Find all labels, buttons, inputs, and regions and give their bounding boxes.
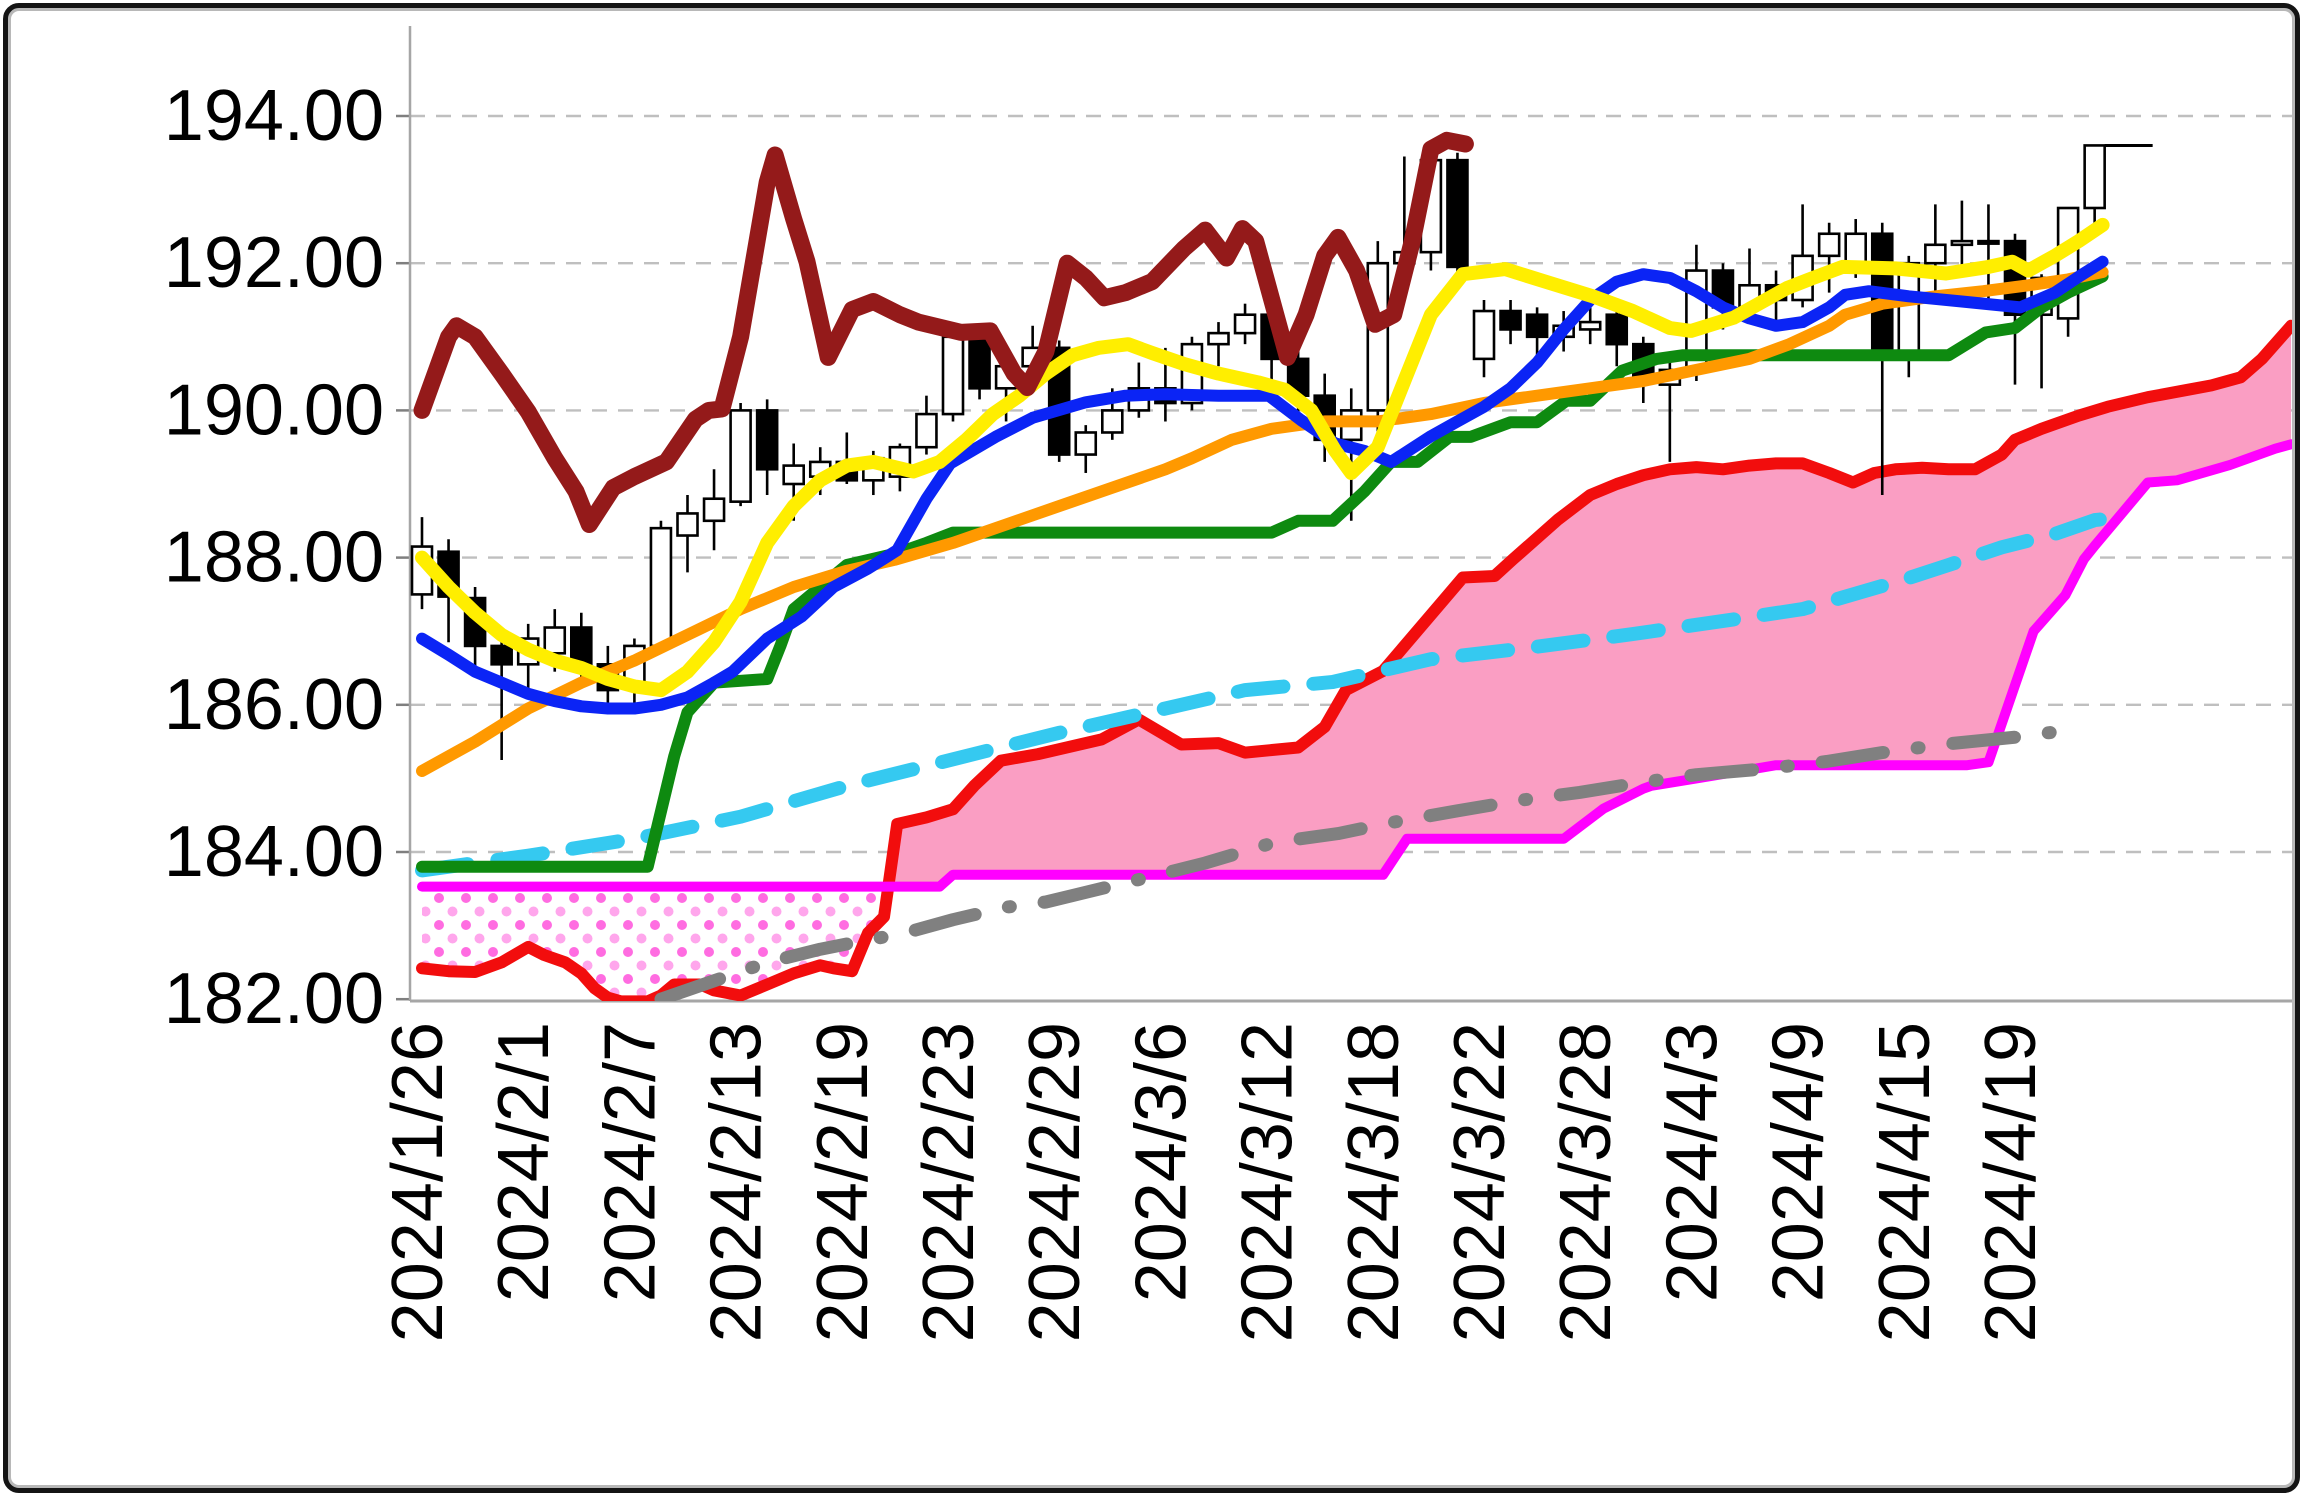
x-axis-label: 2024/3/22 [1440,1022,1520,1342]
cloud-bottom-magenta-line [417,439,2296,892]
y-axis-label: 186.00 [164,665,384,745]
down-candle [1605,307,1629,367]
up-candle [1233,303,1257,345]
yellow-ma-line [415,217,2110,698]
cloud-bullish-area [889,325,2292,887]
down-candle [755,399,779,496]
up-candle [1950,200,1974,271]
down-candle [1525,307,1549,359]
up-candle [1207,322,1230,367]
x-axis-label: 2024/2/1 [484,1022,564,1302]
y-axis-label: 194.00 [164,76,384,156]
up-candle [649,520,673,654]
x-axis-label: 2024/2/23 [909,1022,989,1342]
gray-dashdot-line [654,722,2083,1001]
up-candle [1817,222,1841,293]
x-axis-label: 2024/1/26 [378,1022,458,1342]
y-axis-label: 190.00 [164,370,384,450]
y-axis-label: 184.00 [164,812,384,892]
y-axis-label: 188.00 [164,518,384,598]
x-axis-labels: 2024/1/26 2024/2/1 2024/2/7 2024/2/13 2024/2… [378,1022,2051,1342]
down-candle [968,329,991,400]
x-axis-label: 2024/4/15 [1865,1022,1945,1342]
up-candle [1924,204,1947,297]
up-candle [1074,425,1098,473]
x-axis-label: 2024/2/13 [697,1022,777,1342]
up-candle [1578,303,1602,345]
down-candle [1446,152,1469,286]
x-axis-label: 2024/4/19 [1971,1022,2051,1342]
x-axis-label: 2024/2/29 [1015,1022,1095,1342]
maroon-thick-line [413,131,1474,533]
cloud-bearish-dotted-area [422,886,884,1001]
x-axis-label: 2024/3/28 [1546,1022,1626,1342]
up-candle [2083,144,2106,234]
x-axis-label: 2024/3/18 [1334,1022,1414,1342]
up-candle [702,469,726,551]
blue-ma-line [416,255,2109,715]
x-axis-label: 2024/4/9 [1759,1022,1839,1302]
x-axis-label: 2024/3/12 [1228,1022,1308,1342]
up-candle [623,638,646,705]
cyan-dashed-line [415,510,2129,878]
up-candle [676,495,699,573]
down-candle [490,627,513,760]
up-candle [915,395,938,455]
x-axis-label: 2024/2/19 [803,1022,883,1342]
y-axis-label: 182.00 [164,959,384,1039]
x-axis-label: 2024/3/6 [1121,1022,1201,1302]
y-axis-label: 192.00 [164,223,384,303]
up-candle [729,403,752,507]
down-candle [1499,300,1522,345]
x-axis-label: 2024/2/7 [590,1022,670,1302]
down-candle [569,612,593,680]
up-candle [1472,300,1496,378]
up-candle [941,329,965,422]
x-axis-label: 2024/4/3 [1652,1022,1732,1302]
